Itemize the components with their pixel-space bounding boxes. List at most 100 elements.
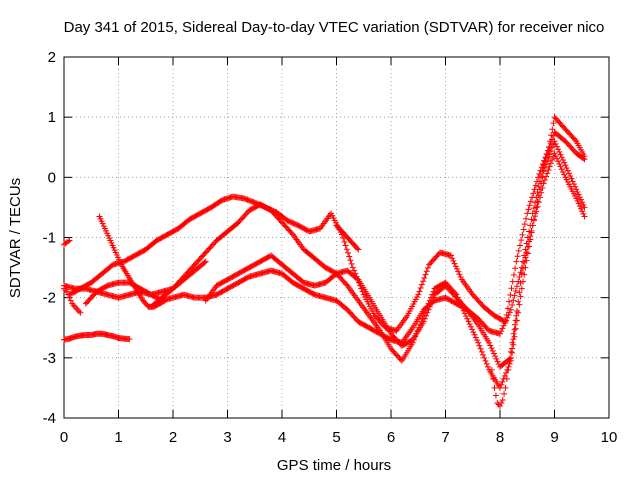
- data-point: [513, 258, 520, 265]
- data-point: [517, 293, 524, 300]
- data-point: [161, 297, 168, 304]
- data-point: [510, 297, 517, 304]
- data-point: [551, 150, 558, 157]
- data-point: [541, 157, 548, 164]
- data-point: [577, 205, 584, 212]
- data-point: [464, 315, 471, 322]
- data-point: [543, 150, 550, 157]
- x-tick-label: 9: [550, 429, 558, 446]
- data-point: [475, 339, 482, 346]
- data-point: [418, 281, 425, 288]
- data-point: [537, 167, 544, 174]
- data-point: [507, 348, 514, 355]
- data-point: [515, 298, 522, 305]
- data-point: [574, 188, 581, 195]
- data-point: [568, 175, 575, 182]
- data-point: [534, 203, 541, 210]
- data-point: [477, 345, 484, 352]
- data-point: [340, 235, 347, 242]
- data-point: [347, 257, 354, 264]
- data-point: [527, 233, 534, 240]
- data-point: [501, 372, 508, 379]
- data-point: [576, 194, 583, 201]
- data-point: [525, 206, 532, 213]
- data-point: [470, 329, 477, 336]
- data-point: [425, 306, 432, 313]
- data-point: [545, 166, 552, 173]
- data-point: [484, 363, 491, 370]
- data-point: [540, 180, 547, 187]
- data-point: [566, 170, 573, 177]
- data-point: [564, 167, 571, 174]
- data-point: [456, 271, 463, 278]
- x-tick-label: 4: [278, 429, 286, 446]
- data-point: [538, 164, 545, 171]
- x-axis-label: GPS time / hours: [277, 457, 391, 474]
- data-point: [524, 250, 531, 257]
- data-point: [579, 208, 586, 215]
- data-point: [533, 208, 540, 215]
- data-point: [546, 151, 553, 158]
- data-point: [515, 247, 522, 254]
- data-point: [553, 155, 560, 162]
- data-point: [348, 260, 355, 267]
- data-point: [576, 203, 583, 210]
- y-tick-label: -3: [43, 350, 56, 367]
- data-point: [495, 401, 502, 408]
- data-point: [346, 253, 353, 260]
- data-point: [561, 171, 568, 178]
- data-point: [65, 238, 72, 245]
- data-point: [471, 331, 478, 338]
- data-point: [513, 283, 520, 290]
- data-point: [424, 264, 431, 271]
- data-point: [288, 230, 295, 237]
- data-point: [550, 120, 557, 127]
- data-point: [511, 326, 518, 333]
- data-point: [572, 136, 579, 143]
- data-point: [415, 291, 422, 298]
- data-point: [581, 213, 588, 220]
- data-point: [523, 249, 530, 256]
- data-point: [510, 271, 517, 278]
- data-point: [492, 353, 499, 360]
- data-point: [547, 148, 554, 155]
- data-point: [509, 302, 516, 309]
- data-point: [555, 146, 562, 153]
- data-point: [507, 291, 514, 298]
- data-point: [552, 152, 559, 159]
- data-point: [528, 227, 535, 234]
- data-point: [541, 164, 548, 171]
- data-point: [546, 163, 553, 170]
- data-point: [558, 154, 565, 161]
- data-point: [513, 308, 520, 315]
- data-point: [544, 158, 551, 165]
- data-point: [511, 292, 518, 299]
- data-point: [480, 351, 487, 358]
- x-tick-label: 6: [387, 429, 395, 446]
- data-point: [504, 305, 511, 312]
- data-point: [520, 258, 527, 265]
- y-axis: -4 -3 -2 -1 0 1 2: [43, 49, 609, 427]
- data-point: [502, 384, 509, 391]
- data-point: [516, 242, 523, 249]
- data-point: [63, 288, 70, 295]
- series-track-1: [61, 237, 73, 248]
- data-point: [556, 148, 563, 155]
- data-point: [478, 348, 485, 355]
- data-point: [569, 178, 576, 185]
- data-point: [506, 357, 513, 364]
- data-point: [500, 322, 507, 329]
- data-point: [574, 197, 581, 204]
- data-point: [502, 318, 509, 325]
- data-point: [421, 315, 428, 322]
- data-point: [354, 275, 361, 282]
- data-point: [343, 246, 350, 253]
- data-point: [506, 298, 513, 305]
- data-point: [349, 264, 356, 271]
- data-point: [557, 163, 564, 170]
- data-point: [507, 306, 514, 313]
- data-point: [509, 339, 516, 346]
- data-point: [501, 390, 508, 397]
- series-track-9: [202, 150, 588, 370]
